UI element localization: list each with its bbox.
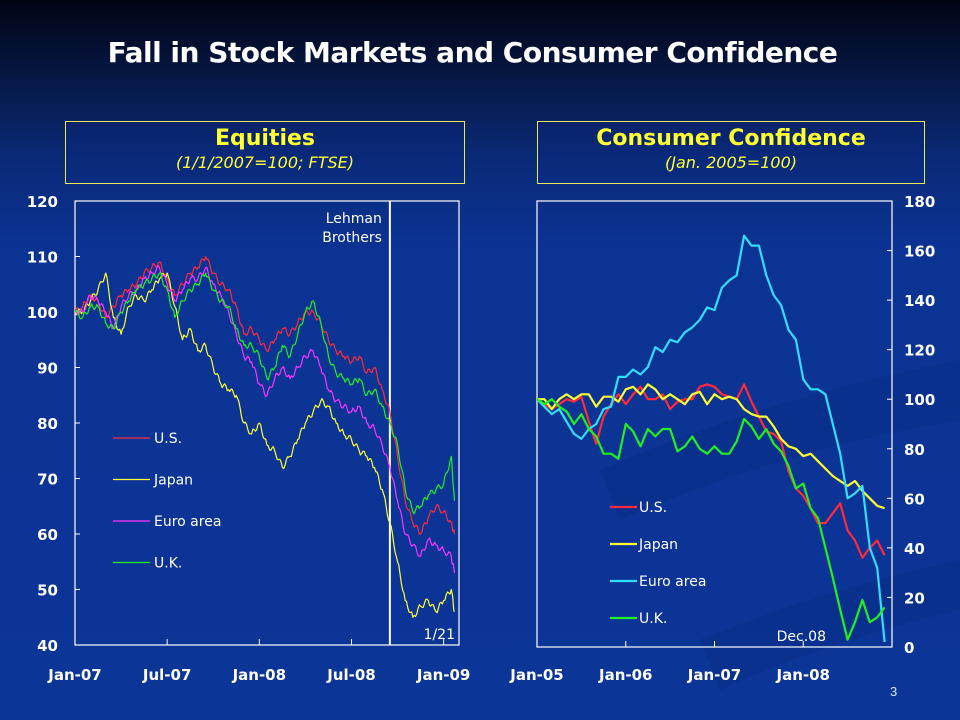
consumer-confidence-chart: 0 20 40 60 80 100 120 140 160 180 Jan-05 Jan-06 Jan-…	[509, 193, 935, 684]
y-tick-label: 110	[27, 249, 58, 267]
y-tick-label: 50	[37, 582, 58, 600]
y-tick-label: 100	[27, 304, 58, 322]
series-line-u-s	[75, 255, 455, 535]
legend-label: U.S.	[639, 500, 667, 516]
y-tick-label: 120	[27, 193, 58, 211]
date-annotation-dec-08: Dec.08	[777, 629, 826, 645]
y-tick-label: 40	[904, 540, 925, 558]
x-tick-label: Jul-08	[326, 666, 376, 684]
y-tick-label: 60	[37, 526, 58, 544]
x-tick-label: Jan-08	[232, 666, 286, 684]
legend-label: Japan	[153, 473, 193, 489]
x-tick-label: Jan-09	[416, 666, 470, 684]
series-line-japan	[537, 383, 885, 510]
y-tick-label: 160	[904, 243, 935, 261]
x-tick-label: Jan-07	[687, 666, 741, 684]
slide-title: Fall in Stock Markets and Consumer Confi…	[107, 36, 838, 69]
legend-label: U.K.	[639, 611, 667, 627]
confidence-chart-subtitle: (Jan. 2005=100)	[665, 153, 797, 172]
decor-swoosh	[700, 560, 960, 690]
y-tick-label: 180	[904, 193, 935, 211]
y-tick-label: 0	[904, 639, 914, 657]
y-tick-label: 20	[904, 589, 925, 607]
y-tick-label: 80	[904, 441, 925, 459]
legend-label: U.K.	[154, 556, 182, 572]
legend-label: Japan	[638, 537, 678, 553]
lehman-annotation-label: Brothers	[322, 230, 382, 246]
x-tick-label: Jan-08	[776, 666, 830, 684]
y-tick-label: 60	[904, 490, 925, 508]
legend-label: U.S.	[154, 431, 182, 447]
y-tick-label: 120	[904, 342, 935, 360]
y-tick-label: 80	[37, 415, 58, 433]
series-line-japan	[75, 272, 455, 618]
series-line-u-k	[75, 272, 455, 515]
equities-chart-title: Equities	[214, 126, 316, 151]
series-line-u-s	[537, 383, 886, 559]
series-line-u-k	[537, 398, 886, 641]
x-tick-label: Jan-06	[598, 666, 652, 684]
legend-label: Euro area	[639, 574, 706, 590]
legend-label: Euro area	[154, 514, 221, 530]
equities-chart-subtitle: (1/1/2007=100; FTSE)	[175, 153, 354, 172]
series-line-euro-area	[75, 264, 455, 573]
x-tick-label: Jan-05	[509, 666, 563, 684]
equities-chart-header: Equities (1/1/2007=100; FTSE)	[65, 121, 465, 184]
y-tick-label: 100	[904, 391, 935, 409]
x-tick-label: Jul-07	[142, 666, 192, 684]
series-line-euro-area	[537, 234, 886, 643]
confidence-chart-header: Consumer Confidence (Jan. 2005=100)	[537, 121, 925, 184]
y-tick-label: 70	[37, 471, 58, 489]
confidence-chart-title: Consumer Confidence	[596, 126, 866, 151]
y-tick-label: 40	[37, 637, 58, 655]
y-tick-label: 90	[37, 360, 58, 378]
page-number: 3	[890, 684, 898, 699]
equities-chart: 40 50 60 70 80 90 100 110 120 Jan-07 Jul-07 Jan-08 J…	[27, 193, 471, 684]
lehman-annotation-label: Lehman	[326, 211, 382, 227]
plot-frame	[74, 200, 460, 646]
x-tick-label: Jan-07	[47, 666, 101, 684]
y-tick-label: 140	[904, 292, 935, 310]
date-annotation-1-21: 1/21	[424, 627, 455, 643]
